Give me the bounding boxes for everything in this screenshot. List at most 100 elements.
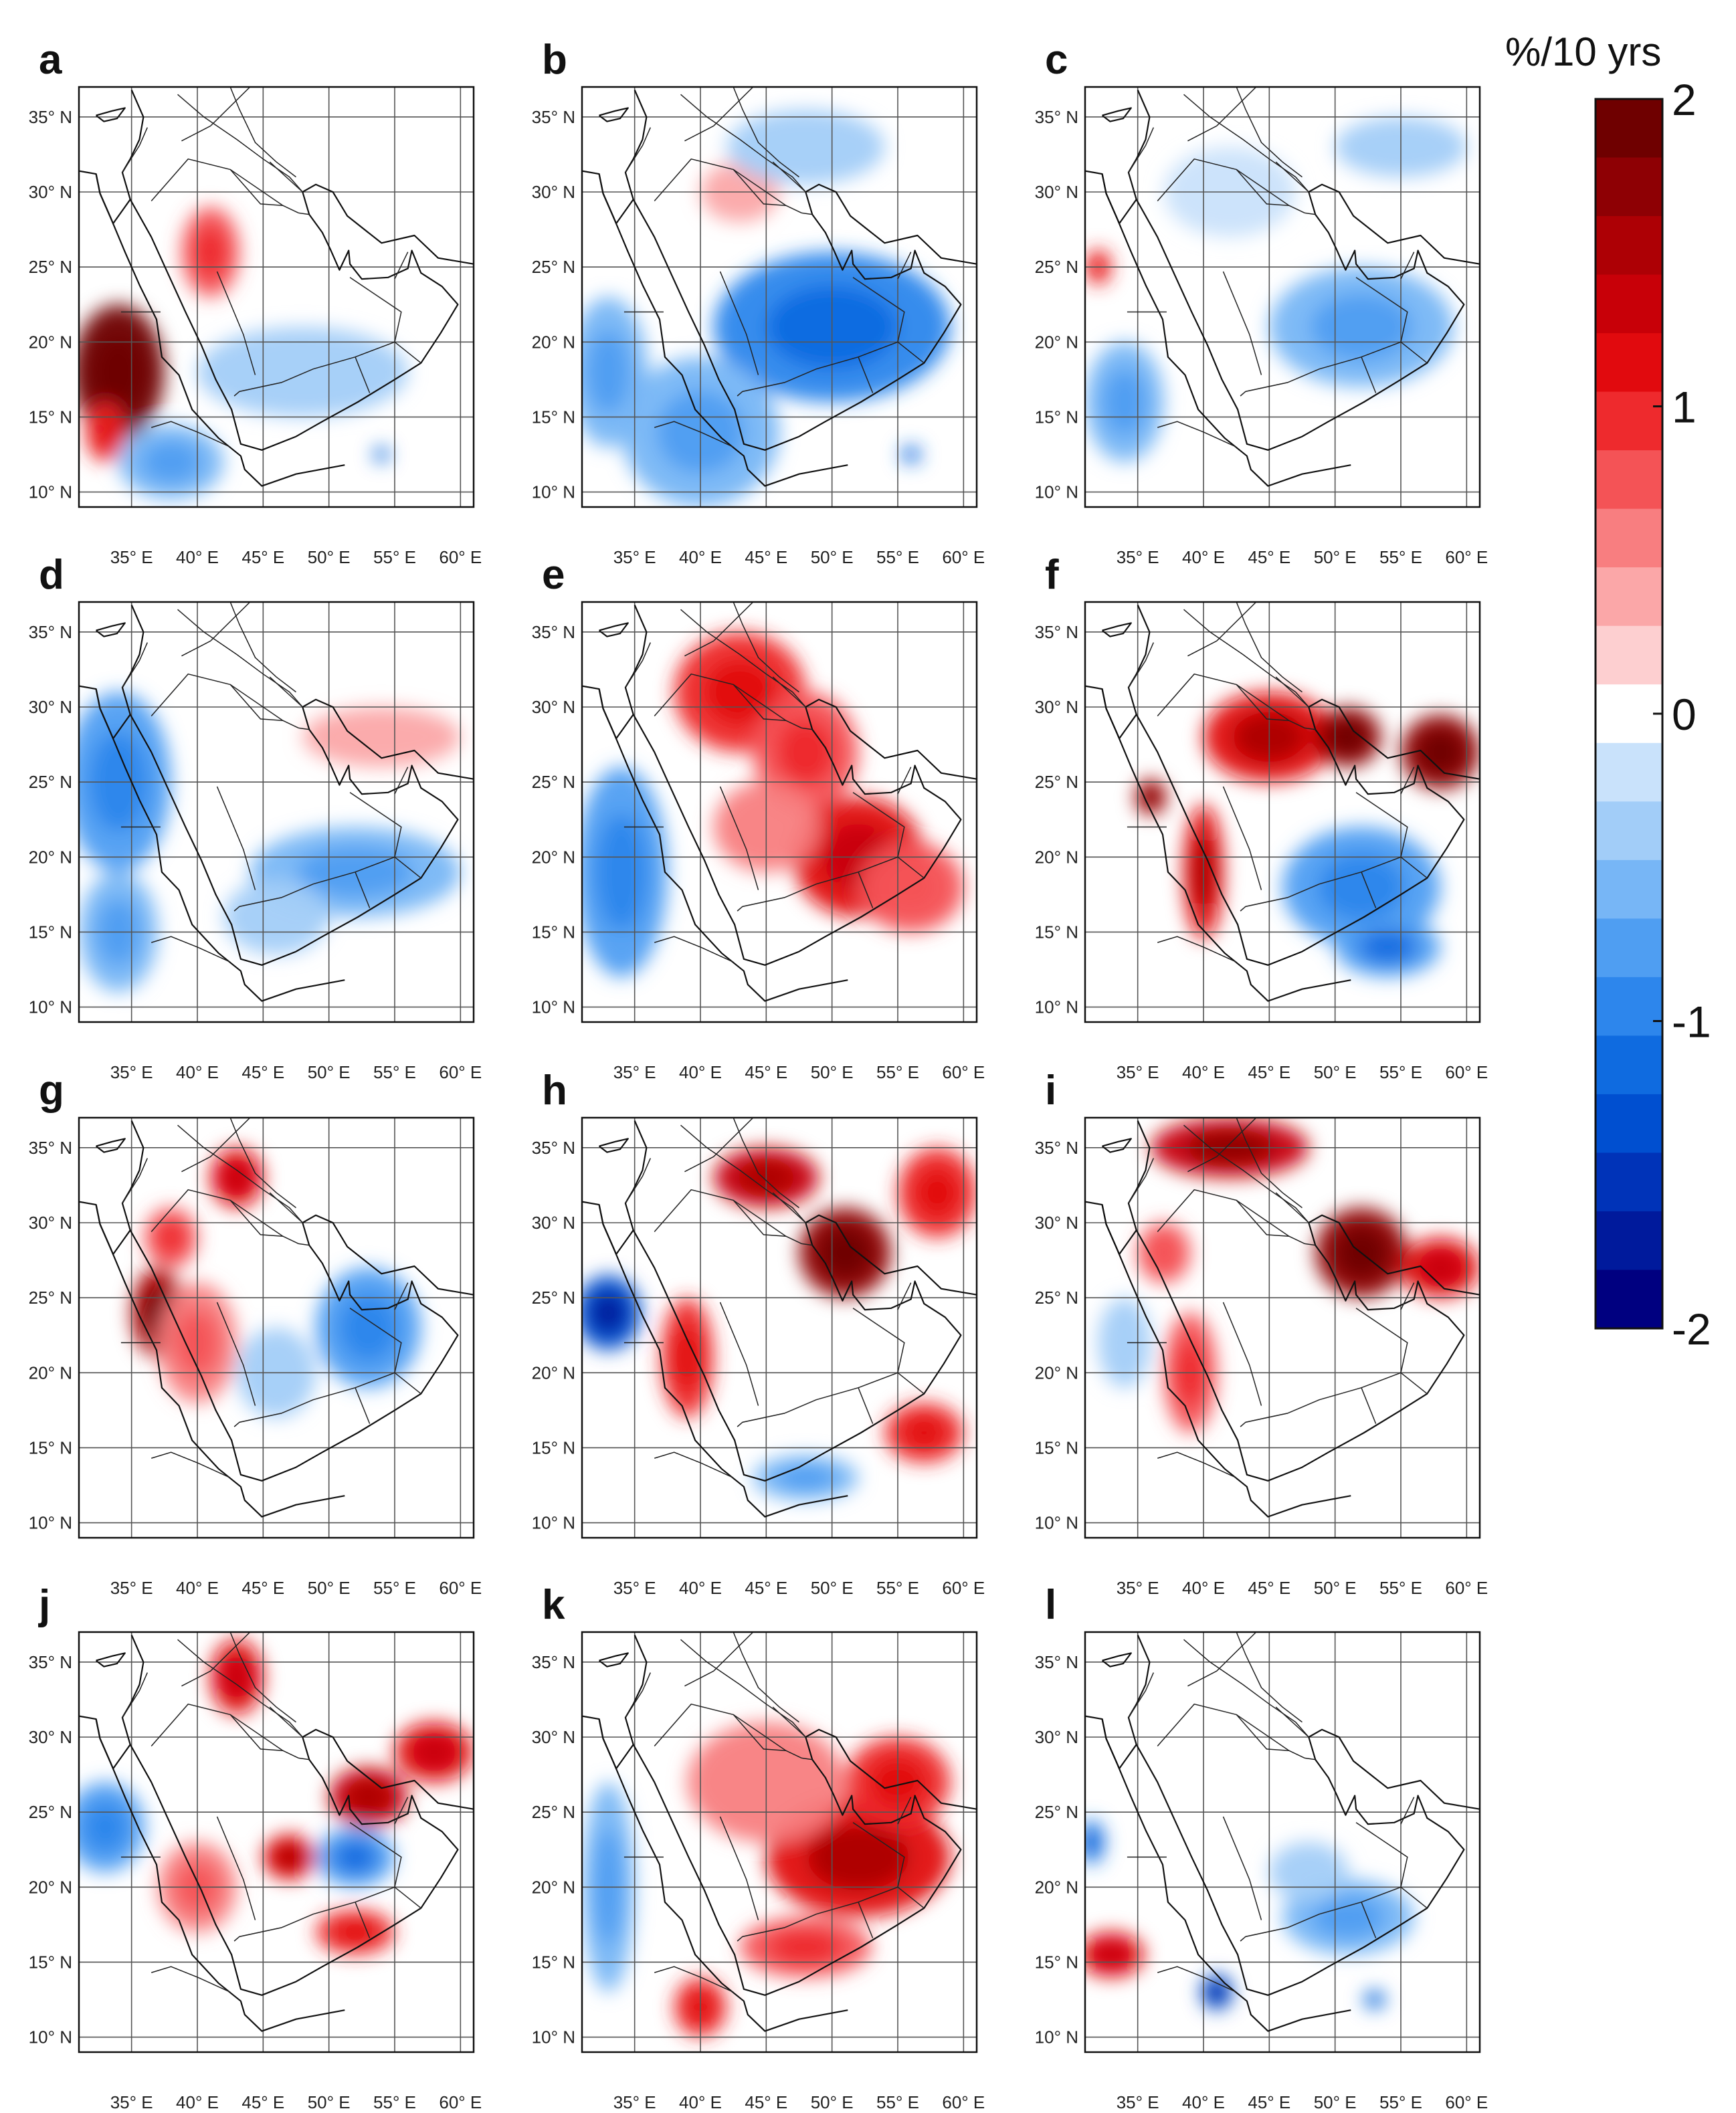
border-line xyxy=(654,1966,734,1993)
longitude-label: 55° E xyxy=(373,1578,416,1598)
country-borders xyxy=(623,1118,925,1478)
border-line xyxy=(1245,382,1288,393)
river-line xyxy=(177,609,303,708)
graticule xyxy=(1085,1118,1480,1538)
map-frame xyxy=(1084,86,1481,508)
border-line xyxy=(1236,169,1289,206)
trend-core-j-3 xyxy=(275,1844,304,1870)
border-line xyxy=(654,936,734,963)
trend-core-f-1 xyxy=(1330,720,1367,754)
border-line xyxy=(239,897,282,908)
border-line xyxy=(355,1902,371,1938)
river-line xyxy=(1183,94,1309,193)
colorbar-swatch xyxy=(1596,567,1662,627)
border-line xyxy=(298,212,310,215)
coastlines xyxy=(1085,1635,1480,2032)
trend-core-l-4 xyxy=(1369,1995,1381,2005)
trend-core-j-2 xyxy=(412,1735,456,1769)
border-line xyxy=(897,1886,925,1909)
colorbar-swatch xyxy=(1596,625,1662,685)
map-frame xyxy=(581,1116,978,1539)
border-line xyxy=(122,127,148,173)
latitude-label: 10° N xyxy=(532,2027,575,2047)
trend-core-i-4 xyxy=(1149,1236,1179,1270)
border-line xyxy=(858,1387,874,1424)
latitude-label: 35° N xyxy=(532,1652,575,1672)
colorbar-swatch xyxy=(1596,1211,1662,1271)
latitude-label: 30° N xyxy=(532,1213,575,1233)
colorbar: %/10 yrs 2 1 0 -1 -2 xyxy=(1505,29,1711,1354)
map-frame xyxy=(581,601,978,1023)
trend-field-blobs xyxy=(1085,116,1467,462)
border-line xyxy=(151,421,231,447)
latitude-label: 25° N xyxy=(29,772,72,792)
trend-core-j-6 xyxy=(333,1920,377,1945)
country-borders xyxy=(1127,602,1428,963)
border-line xyxy=(1245,897,1288,908)
border-line xyxy=(897,1797,912,1825)
border-line xyxy=(355,1387,371,1424)
map-panel-c: c 35° N 30° N 25° N 20° N 15° N 10° N 35° E 40° … xyxy=(1035,37,1488,567)
border-line xyxy=(625,642,651,688)
latitude-label: 10° N xyxy=(532,997,575,1017)
coastline xyxy=(129,1214,474,1482)
country-borders xyxy=(1127,1632,1428,1993)
latitude-label: 30° N xyxy=(532,1727,575,1747)
longitude-label: 40° E xyxy=(1182,1062,1225,1082)
colorbar-swatch xyxy=(1596,508,1662,568)
border-line xyxy=(858,872,874,908)
longitude-label: 45° E xyxy=(242,2092,284,2112)
trend-core-l-0 xyxy=(1093,1942,1130,1967)
coastline xyxy=(598,1652,629,1668)
panel-letter: e xyxy=(542,552,565,598)
panel-letter: h xyxy=(542,1068,567,1114)
latitude-label: 25° N xyxy=(1035,257,1078,277)
longitude-label: 60° E xyxy=(942,1578,985,1598)
longitude-label: 40° E xyxy=(1182,547,1225,567)
latitude-label: 15° N xyxy=(1035,1952,1078,1972)
border-line xyxy=(742,382,785,393)
coastline xyxy=(1135,1728,1480,1996)
border-line xyxy=(897,341,925,364)
border-line xyxy=(1400,856,1428,879)
border-line xyxy=(1400,341,1428,364)
border-line xyxy=(1128,1158,1154,1204)
border-line xyxy=(625,1672,651,1718)
longitude-label: 45° E xyxy=(1248,2092,1290,2112)
trend-core-h-5 xyxy=(902,1416,946,1449)
latitude-label: 15° N xyxy=(29,1952,72,1972)
coastlines xyxy=(582,605,977,1002)
map-frame xyxy=(581,86,978,508)
border-line xyxy=(355,357,371,393)
border-line xyxy=(684,1118,754,1173)
border-line xyxy=(239,1413,282,1423)
longitude-label: 60° E xyxy=(942,2092,985,2112)
trend-core-h-2 xyxy=(915,1168,959,1218)
latitude-label: 35° N xyxy=(532,107,575,127)
border-line xyxy=(1361,872,1377,908)
border-line xyxy=(394,341,421,364)
colorbar-tick-label: 0 xyxy=(1672,690,1697,739)
border-line xyxy=(1400,251,1415,280)
longitude-label: 40° E xyxy=(679,2092,722,2112)
latitude-label: 25° N xyxy=(532,1802,575,1822)
longitude-label: 60° E xyxy=(1445,1062,1488,1082)
border-line xyxy=(229,1199,283,1237)
border-line xyxy=(733,1199,786,1237)
border-line xyxy=(1400,1886,1428,1909)
colorbar-swatch xyxy=(1596,860,1662,919)
border-line xyxy=(1157,421,1237,447)
border-line xyxy=(733,684,786,721)
border-line xyxy=(625,1158,651,1204)
longitude-label: 60° E xyxy=(1445,547,1488,567)
trend-core-j-1 xyxy=(347,1781,391,1814)
latitude-label: 20° N xyxy=(29,1877,72,1897)
border-line xyxy=(216,1302,256,1406)
trend-core-h-0 xyxy=(819,1227,871,1278)
coastline xyxy=(129,698,474,966)
longitude-label: 55° E xyxy=(1379,547,1422,567)
latitude-label: 25° N xyxy=(29,257,72,277)
latitude-label: 25° N xyxy=(29,1288,72,1308)
border-line xyxy=(719,1816,759,1920)
border-line xyxy=(684,1632,754,1687)
